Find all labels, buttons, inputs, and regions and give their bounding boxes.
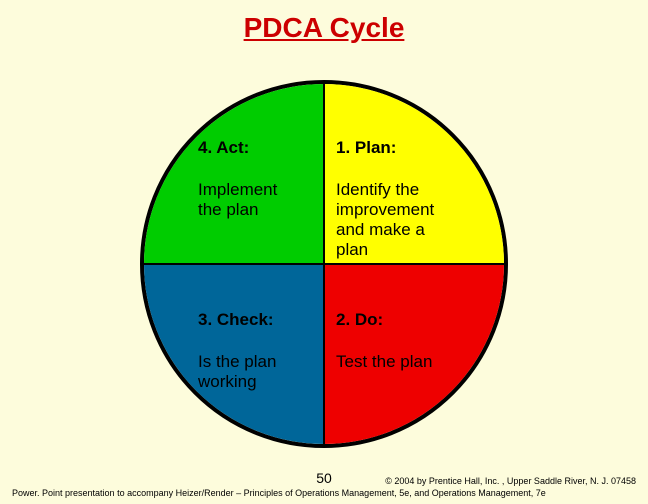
- page-title: PDCA Cycle: [0, 12, 648, 44]
- label-do-body: Test the plan: [336, 352, 432, 372]
- label-act-heading: 4. Act:: [198, 138, 277, 158]
- pdca-pie: [140, 80, 508, 448]
- label-plan-heading: 1. Plan:: [336, 138, 434, 158]
- label-check: 3. Check: Is the plan working: [198, 290, 276, 412]
- label-do: 2. Do: Test the plan: [336, 290, 432, 392]
- label-plan-body: Identify the improvement and make a plan: [336, 180, 434, 260]
- page-number: 50: [316, 470, 332, 486]
- label-check-body: Is the plan working: [198, 352, 276, 392]
- footer-left: Power. Point presentation to accompany H…: [12, 488, 546, 498]
- label-plan: 1. Plan: Identify the improvement and ma…: [336, 118, 434, 280]
- footer-right: © 2004 by Prentice Hall, Inc. , Upper Sa…: [385, 476, 636, 486]
- label-act-body: Implement the plan: [198, 180, 277, 220]
- pdca-diagram: [140, 80, 508, 448]
- label-do-heading: 2. Do:: [336, 310, 432, 330]
- label-act: 4. Act: Implement the plan: [198, 118, 277, 240]
- label-check-heading: 3. Check:: [198, 310, 276, 330]
- divider-horizontal: [144, 263, 504, 265]
